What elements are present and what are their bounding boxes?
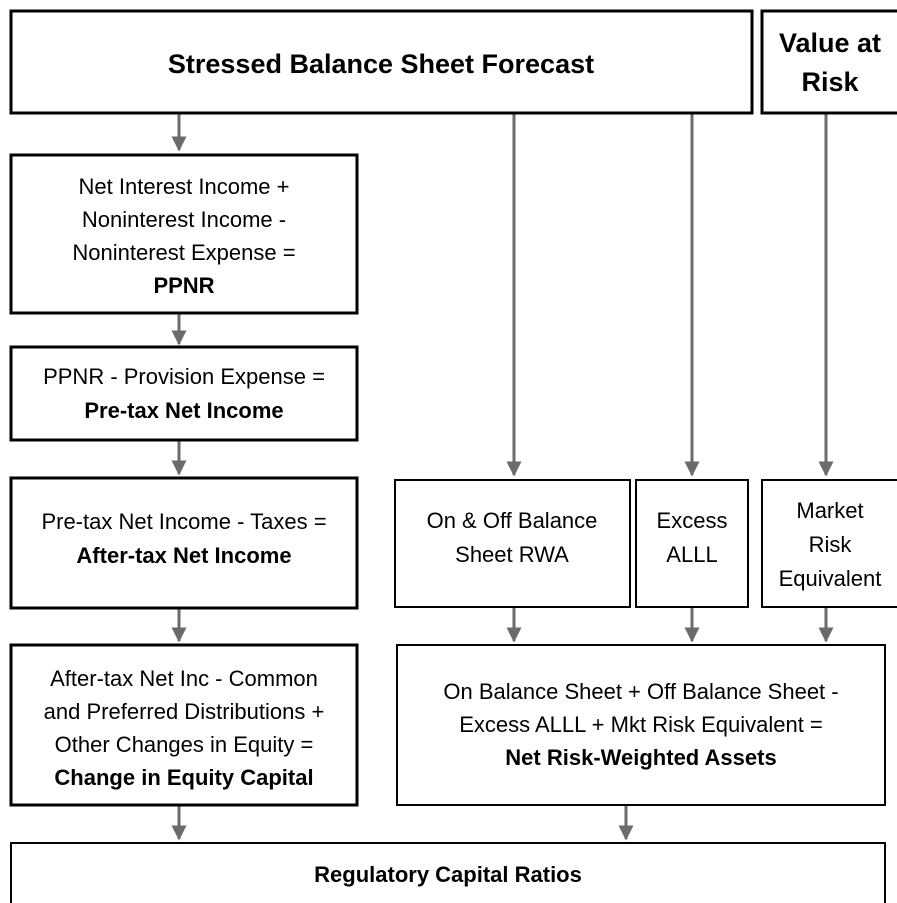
node-text: Excess — [657, 508, 728, 533]
box — [396, 644, 886, 806]
node-text: Market — [796, 498, 863, 523]
node-text: Noninterest Expense = — [72, 240, 295, 265]
node-text: Pre-tax Net Income — [84, 398, 283, 423]
box — [9, 643, 359, 807]
box — [760, 9, 897, 115]
node-text: ALLL — [666, 542, 717, 567]
node-text: Sheet RWA — [455, 542, 569, 567]
node-text: Net Risk-Weighted Assets — [505, 745, 776, 770]
node-text: and Preferred Distributions + — [44, 699, 325, 724]
box — [9, 153, 359, 315]
node-text: Risk — [801, 67, 859, 97]
node-text: Net Interest Income + — [79, 174, 290, 199]
node-text: PPNR - Provision Expense = — [43, 364, 325, 389]
node-text: Noninterest Income - — [82, 207, 286, 232]
node-text: Value at — [779, 28, 881, 58]
box — [9, 9, 754, 115]
box — [394, 479, 631, 608]
node-text: Stressed Balance Sheet Forecast — [168, 49, 594, 79]
node-text: On & Off Balance — [427, 508, 598, 533]
node-text: Excess ALLL + Mkt Risk Equivalent = — [459, 712, 823, 737]
node-text: On Balance Sheet + Off Balance Sheet - — [443, 679, 838, 704]
node-text: Risk — [809, 532, 853, 557]
node-text: Change in Equity Capital — [54, 765, 313, 790]
node-text: Pre-tax Net Income - Taxes = — [41, 509, 326, 534]
arrows — [171, 113, 834, 841]
node-text: Regulatory Capital Ratios — [314, 862, 582, 887]
node-text: After-tax Net Inc - Common — [50, 666, 318, 691]
node-text: PPNR — [153, 273, 214, 298]
box — [10, 842, 886, 903]
box — [635, 479, 749, 608]
node-text: After-tax Net Income — [76, 543, 291, 568]
node-text: Other Changes in Equity = — [55, 732, 314, 757]
node-text: Equivalent — [779, 566, 882, 591]
box — [761, 479, 897, 608]
box — [9, 345, 359, 442]
box — [9, 476, 359, 610]
